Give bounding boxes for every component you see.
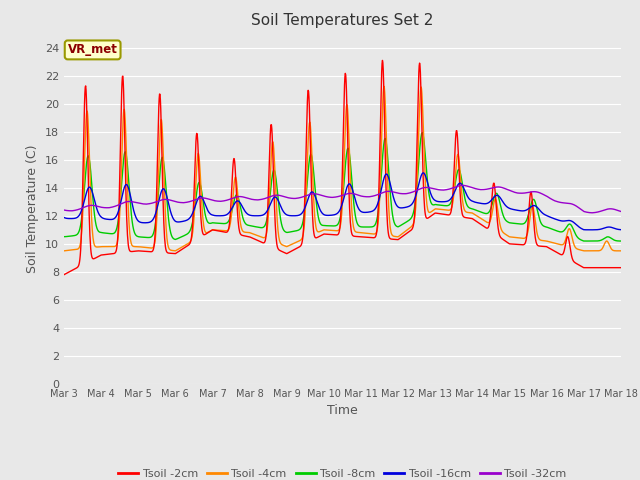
Y-axis label: Soil Temperature (C): Soil Temperature (C) (26, 144, 39, 273)
Title: Soil Temperatures Set 2: Soil Temperatures Set 2 (252, 13, 433, 28)
X-axis label: Time: Time (327, 405, 358, 418)
Legend: Tsoil -2cm, Tsoil -4cm, Tsoil -8cm, Tsoil -16cm, Tsoil -32cm: Tsoil -2cm, Tsoil -4cm, Tsoil -8cm, Tsoi… (114, 465, 571, 480)
Text: VR_met: VR_met (68, 43, 118, 57)
